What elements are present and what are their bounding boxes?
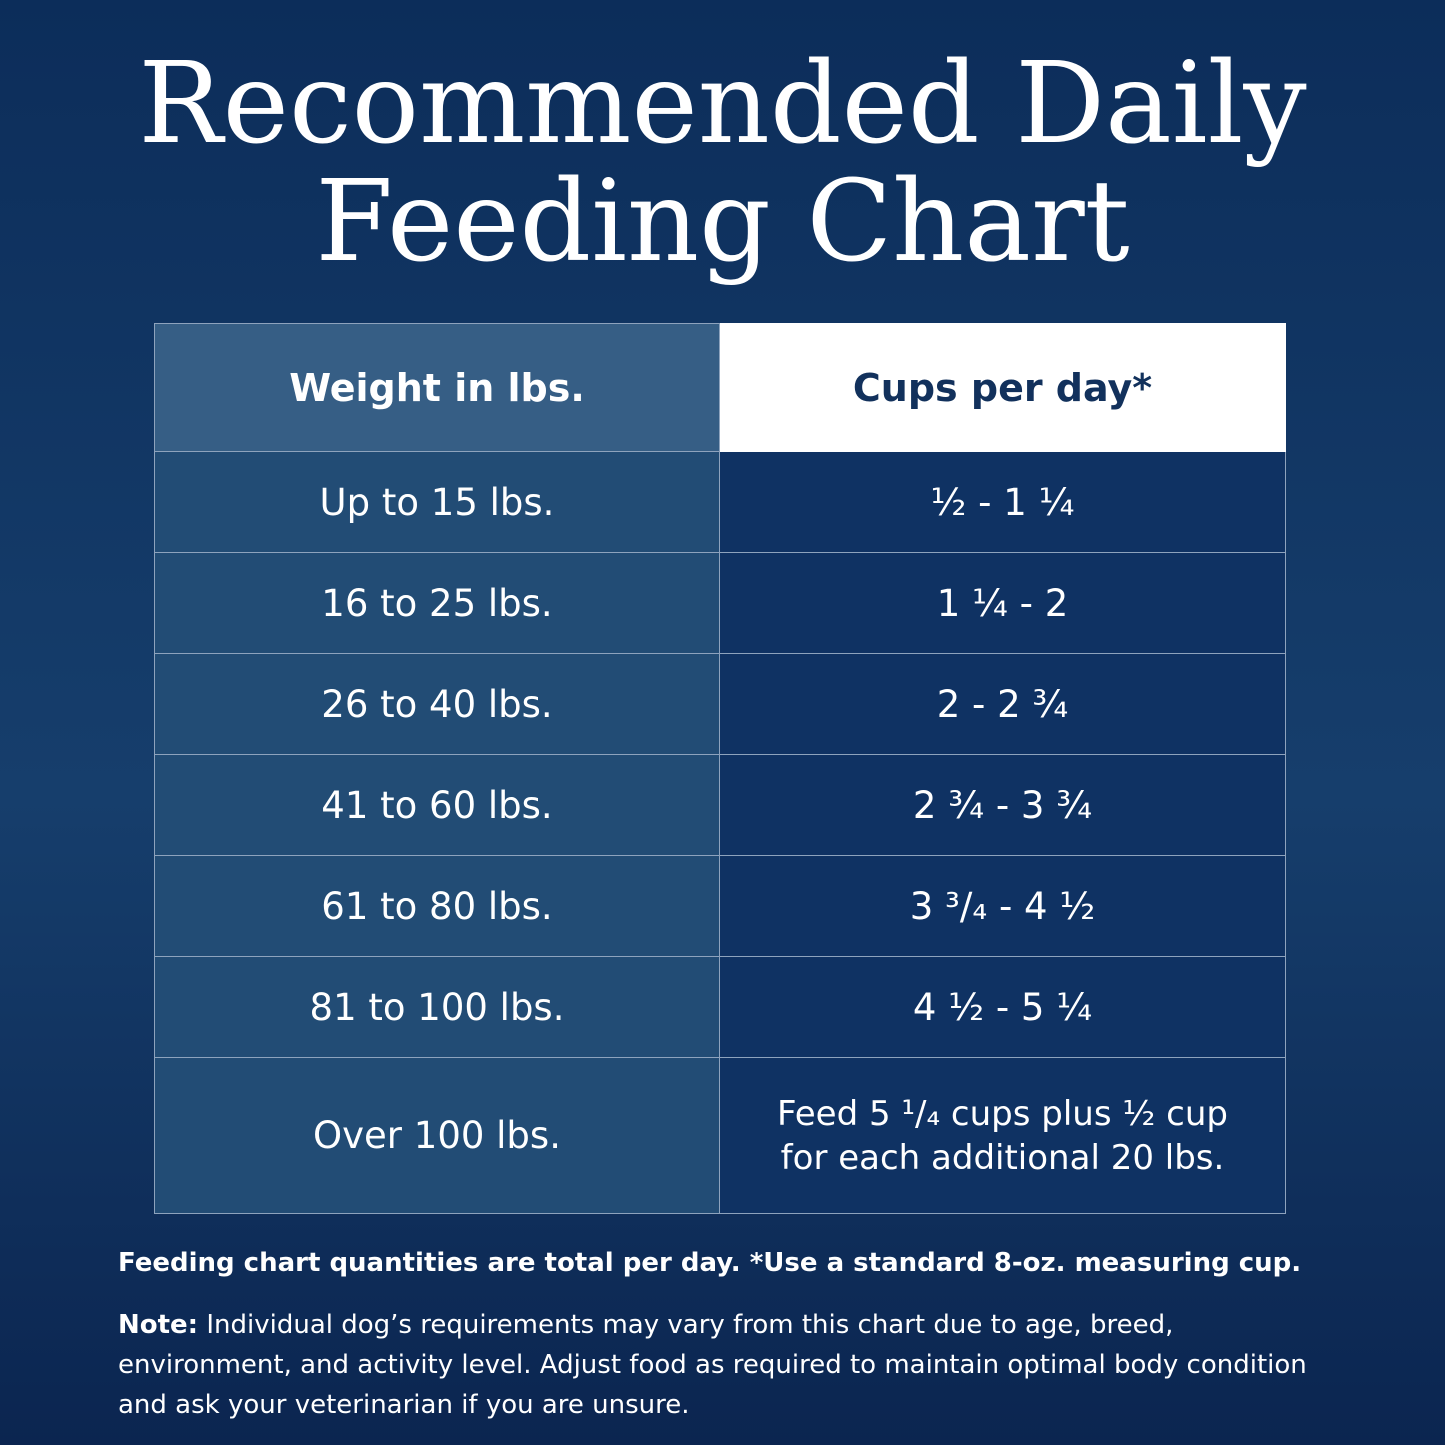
title: Recommended Daily Feeding Chart: [0, 45, 1445, 281]
cups-cell: 2 - 2 ¾: [719, 653, 1286, 755]
weight-cell: 26 to 40 lbs.: [154, 653, 720, 755]
table-row: 16 to 25 lbs. 1 ¼ - 2: [154, 552, 1286, 654]
cups-line: Feed 5 ¹/₄ cups plus ½ cup: [777, 1093, 1228, 1134]
table-row: 26 to 40 lbs. 2 - 2 ¾: [154, 653, 1286, 755]
cups-cell: 2 ¾ - 3 ¾: [719, 754, 1286, 856]
title-line: Recommended Daily: [138, 39, 1307, 169]
cups-cell: Feed 5 ¹/₄ cups plus ½ cup for each addit…: [719, 1057, 1286, 1214]
note-text: Individual dog’s requirements may vary f…: [118, 1310, 1307, 1420]
weight-cell: 61 to 80 lbs.: [154, 855, 720, 957]
feeding-table: Weight in lbs. Cups per day* Up to 15 lbs…: [154, 323, 1286, 1214]
cups-line: for each additional 20 lbs.: [780, 1137, 1225, 1178]
table-row: 81 to 100 lbs. 4 ½ - 5 ¼: [154, 956, 1286, 1058]
table-row: 61 to 80 lbs. 3 ³/₄ - 4 ½: [154, 855, 1286, 957]
note-label: Note:: [118, 1310, 199, 1340]
note: Note: Individual dog’s requirements may …: [118, 1305, 1318, 1425]
weight-cell: 41 to 60 lbs.: [154, 754, 720, 856]
header-cell: Weight in lbs.: [154, 323, 720, 452]
cups-cell: 4 ½ - 5 ¼: [719, 956, 1286, 1058]
title-line: Feeding Chart: [315, 157, 1130, 287]
table-row: 41 to 60 lbs. 2 ¾ - 3 ¾: [154, 754, 1286, 856]
cups-cell: ½ - 1 ¼: [719, 451, 1286, 553]
table-row: Up to 15 lbs. ½ - 1 ¼: [154, 451, 1286, 553]
table-row: Over 100 lbs. Feed 5 ¹/₄ cups plus ½ cup f…: [154, 1057, 1286, 1214]
footnote: Feeding chart quantities are total per d…: [118, 1248, 1302, 1278]
weight-cell: 16 to 25 lbs.: [154, 552, 720, 654]
cups-cell: 3 ³/₄ - 4 ½: [719, 855, 1286, 957]
weight-cell: Over 100 lbs.: [154, 1057, 720, 1214]
cups-cell: 1 ¼ - 2: [719, 552, 1286, 654]
weight-cell: 81 to 100 lbs.: [154, 956, 720, 1058]
header-cell: Cups per day*: [719, 323, 1286, 452]
weight-cell: Up to 15 lbs.: [154, 451, 720, 553]
